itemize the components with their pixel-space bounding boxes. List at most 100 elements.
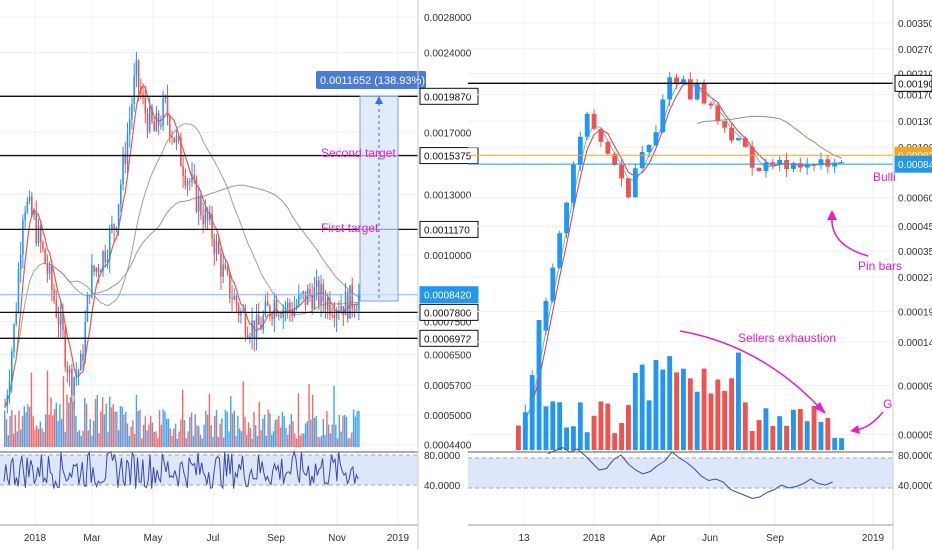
left-volume-bar	[231, 413, 234, 447]
left-volume-bar	[112, 404, 115, 447]
left-volume-bar	[107, 431, 109, 447]
right-volume-bar	[770, 425, 776, 450]
left-candle-body	[117, 204, 120, 228]
right-candle-body	[736, 138, 741, 141]
left-volume-bar	[41, 428, 43, 447]
right-candle-body	[516, 429, 521, 431]
left-volume-bar	[146, 430, 148, 447]
left-candle-body	[326, 297, 329, 311]
left-volume-bar	[281, 411, 284, 447]
pin-bars-annotation: Pin bars	[858, 259, 902, 273]
left-candle-body	[44, 248, 46, 264]
left-candle-body	[26, 200, 29, 212]
left-volume-bar	[329, 433, 332, 447]
left-volume-bar	[210, 425, 212, 447]
left-candle-body	[333, 315, 336, 319]
left-candle-body	[37, 225, 40, 244]
left-candle-body	[82, 353, 84, 361]
left-candle-body	[88, 294, 91, 297]
left-measure-box[interactable]	[359, 95, 399, 302]
right-candle-body	[729, 127, 734, 141]
left-volume-bar	[262, 418, 264, 447]
right-volume-bar	[742, 402, 748, 450]
left-volume-bar	[295, 438, 298, 447]
left-candle-body	[153, 121, 155, 132]
left-candle-body	[193, 174, 196, 179]
left-candle-body	[346, 291, 349, 319]
left-volume-bar	[256, 435, 259, 447]
left-ma-slow	[49, 184, 360, 298]
left-candle-body	[240, 310, 242, 316]
left-volume-bar	[358, 410, 360, 447]
left-volume-bar	[169, 428, 171, 447]
left-volume-bar	[121, 406, 123, 447]
right-y-tick-label: 0.0027000	[898, 45, 932, 56]
left-candle-body	[133, 75, 135, 105]
left-y-tick-label: 0.0028000	[424, 13, 472, 24]
left-volume-bar	[96, 394, 98, 447]
right-volume-bar	[763, 408, 769, 450]
g-annotation: G	[883, 397, 892, 411]
left-volume-bar	[114, 411, 116, 447]
right-rsi-tick: 40.0000	[898, 481, 932, 492]
left-x-tick-label: May	[144, 533, 163, 544]
right-volume-bar	[811, 405, 817, 450]
left-volume-bar	[271, 434, 273, 447]
left-volume-bar	[87, 430, 90, 447]
left-volume-bar	[43, 431, 45, 447]
left-y-tick-label: 0.0024000	[424, 49, 472, 60]
left-y-tick-label: 0.0006500	[424, 351, 472, 362]
left-volume-bar	[287, 434, 289, 447]
left-candle-body	[131, 104, 133, 120]
left-volume-bar	[133, 433, 136, 447]
left-price-level-tag	[419, 329, 479, 347]
left-candle-body	[55, 300, 58, 317]
left-candle-body	[191, 174, 193, 182]
left-volume-bar	[20, 429, 22, 447]
left-volume-bar	[46, 370, 49, 447]
left-price-level-label: 0.0019870	[424, 92, 472, 103]
left-candle-body	[338, 310, 340, 312]
right-y-tick-label: 0.0001400	[898, 338, 932, 349]
left-candle-body	[39, 225, 42, 243]
left-volume-bar	[164, 411, 166, 447]
left-volume-bar	[155, 431, 157, 447]
left-candle-body	[137, 60, 140, 88]
left-volume-bar	[173, 428, 175, 447]
right-volume-bar	[749, 431, 755, 450]
left-candle-body	[8, 381, 11, 396]
left-volume-bar	[160, 424, 163, 447]
left-volume-bar	[105, 403, 107, 447]
left-volume-bar	[7, 435, 9, 447]
left-volume-bar	[311, 394, 314, 447]
second-target-annotation: Second target	[321, 146, 396, 160]
left-volume-bar	[9, 416, 11, 447]
left-rsi-path	[3, 449, 359, 490]
left-measure-arrowhead	[375, 96, 383, 104]
left-volume-bar	[338, 415, 341, 447]
left-candle-body	[215, 241, 218, 254]
left-volume-bar	[349, 437, 351, 447]
left-volume-bar	[320, 435, 323, 447]
left-volume-bar	[128, 436, 131, 447]
left-candle-body	[31, 196, 33, 216]
left-candle-body	[309, 288, 311, 295]
left-x-tick-label: Nov	[328, 533, 346, 544]
left-candle-body	[51, 265, 53, 290]
right-candle-body	[722, 121, 728, 128]
left-candle-body	[177, 136, 180, 139]
right-volume-bar	[708, 393, 714, 450]
right-rsi-tick: 80.0000	[898, 451, 932, 462]
left-volume-bar	[165, 418, 168, 447]
left-volume-bar	[151, 422, 154, 447]
left-volume-bar	[285, 428, 287, 447]
left-volume-bar	[59, 404, 61, 447]
left-volume-bar	[199, 434, 202, 447]
left-volume-bar	[235, 435, 237, 447]
left-volume-bar	[347, 438, 349, 447]
right-x-tick-label: Sep	[766, 533, 784, 544]
left-candle-body	[340, 306, 342, 312]
left-volume-bar	[18, 410, 20, 447]
left-price-level-tag	[419, 303, 479, 321]
left-volume-bar	[327, 424, 330, 447]
